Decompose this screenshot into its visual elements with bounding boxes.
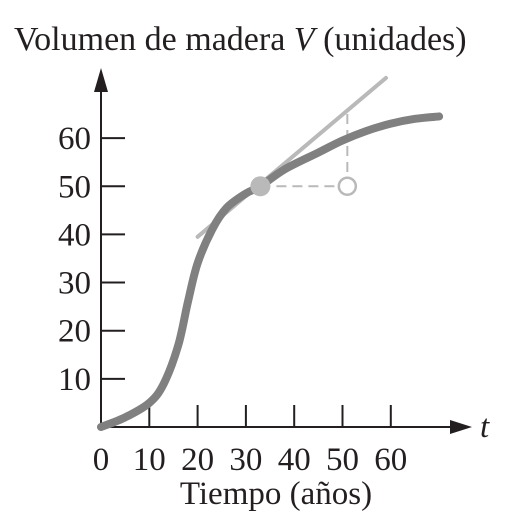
chart-title-post: (unidades) bbox=[315, 21, 467, 58]
y-tick-label: 50 bbox=[58, 169, 91, 205]
y-tick-label: 30 bbox=[58, 266, 91, 302]
run-end-point bbox=[337, 176, 358, 196]
x-axis-variable: t bbox=[480, 409, 490, 445]
y-tick-label: 40 bbox=[58, 217, 91, 253]
y-tick-label: 60 bbox=[58, 121, 91, 157]
x-tick-label: 30 bbox=[229, 442, 262, 478]
x-tick-label: 50 bbox=[326, 442, 359, 478]
tangency-point bbox=[250, 176, 271, 197]
growth-curve bbox=[97, 112, 444, 431]
x-tick-label: 60 bbox=[374, 442, 407, 478]
x-tick-label: 20 bbox=[181, 442, 214, 478]
chart-title-pre: Volumen de madera bbox=[14, 21, 294, 58]
y-tick-label: 20 bbox=[58, 314, 91, 350]
chart-title: Volumen de madera V (unidades) bbox=[14, 21, 467, 58]
x-tick-label: 10 bbox=[133, 442, 166, 478]
y-axis-arrow bbox=[94, 68, 108, 92]
plot-area: 10 20 30 40 50 60 0 10 20 30 40 50 60 bbox=[58, 68, 472, 478]
x-tick-label: 40 bbox=[278, 442, 311, 478]
x-axis-label: Tiempo (años) bbox=[180, 476, 372, 512]
x-tick-label: 0 bbox=[93, 442, 110, 478]
y-tick-label: 10 bbox=[58, 362, 91, 398]
x-axis-arrow bbox=[450, 420, 472, 434]
